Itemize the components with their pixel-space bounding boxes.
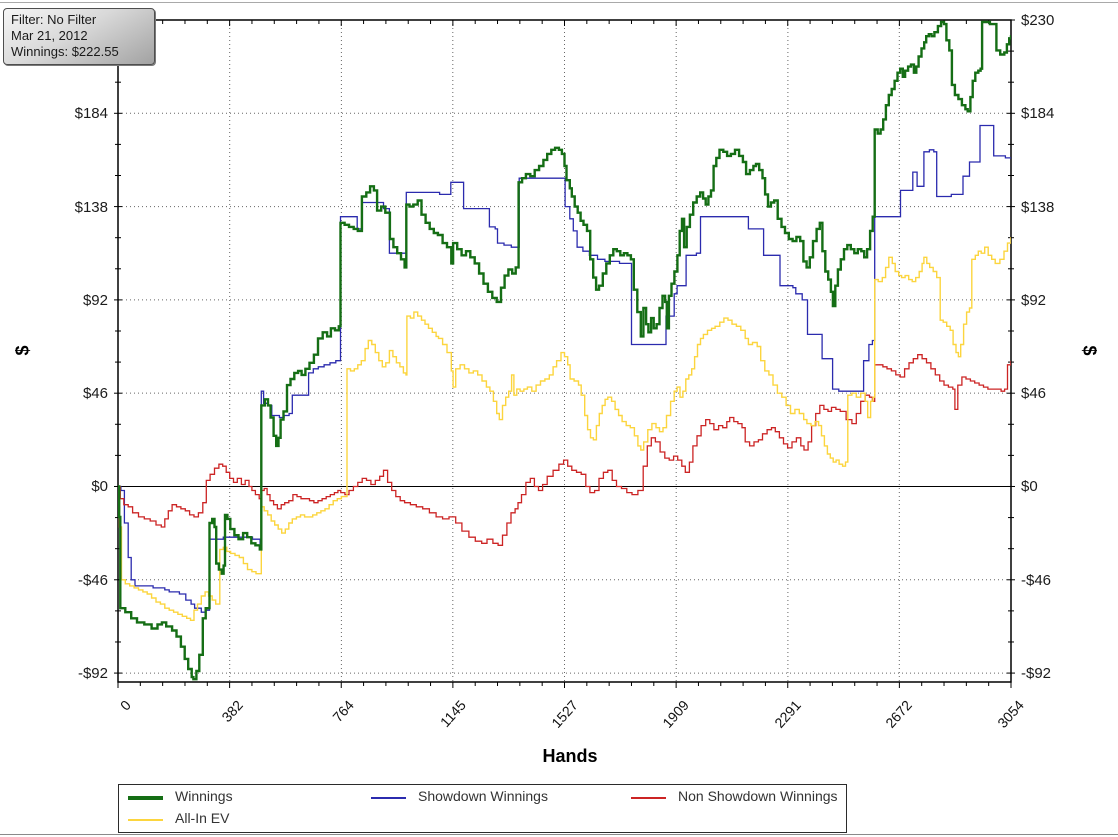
- x-axis-title: Hands: [542, 746, 598, 766]
- y-tick-label-right: -$46: [1021, 571, 1052, 589]
- y-tick-label-right: $230: [1021, 12, 1055, 29]
- y-tick-label-left: $46: [82, 385, 108, 403]
- y-tick-label-left: $184: [74, 105, 108, 123]
- y-axis-title-left: $: [12, 345, 33, 356]
- non-showdown-winnings-line-swatch: [631, 797, 666, 799]
- tooltip-winnings-line: Winnings: $222.55: [11, 44, 119, 59]
- tooltip-filter-line: Filter: No Filter: [11, 12, 97, 27]
- window-bottom-border: [0, 834, 1118, 835]
- y-tick-label-right: -$92: [1021, 665, 1052, 683]
- legend-label-all-in-ev: All-In EV: [175, 810, 230, 826]
- y-axis-title-right: $: [1079, 345, 1100, 356]
- y-tick-label-right: $92: [1021, 291, 1047, 309]
- y-tick-label-left: $92: [82, 291, 108, 309]
- legend-label-non-showdown-winnings: Non Showdown Winnings: [678, 788, 838, 804]
- y-tick-label-right: $138: [1021, 198, 1055, 216]
- y-tick-label-left: $0: [91, 478, 108, 496]
- y-tick-label-left: -$46: [77, 571, 108, 589]
- y-tick-label-right: $0: [1021, 478, 1038, 496]
- window-top-border: [0, 2, 1118, 3]
- legend-label-showdown-winnings: Showdown Winnings: [418, 788, 548, 804]
- legend: Winnings Showdown Winnings Non Showdown …: [118, 784, 847, 833]
- filter-tooltip: Filter: No Filter Mar 21, 2012 Winnings:…: [3, 8, 155, 65]
- y-tick-label-left: $138: [74, 198, 108, 216]
- tooltip-date-line: Mar 21, 2012: [11, 28, 88, 43]
- y-tick-label-right: $184: [1021, 105, 1055, 123]
- winnings-line-swatch: [128, 796, 163, 800]
- showdown-winnings-line-swatch: [371, 797, 406, 799]
- y-tick-label-right: $46: [1021, 385, 1047, 403]
- legend-label-winnings: Winnings: [175, 788, 233, 804]
- all-in-ev-line-swatch: [128, 819, 163, 821]
- y-tick-label-left: -$92: [77, 665, 108, 683]
